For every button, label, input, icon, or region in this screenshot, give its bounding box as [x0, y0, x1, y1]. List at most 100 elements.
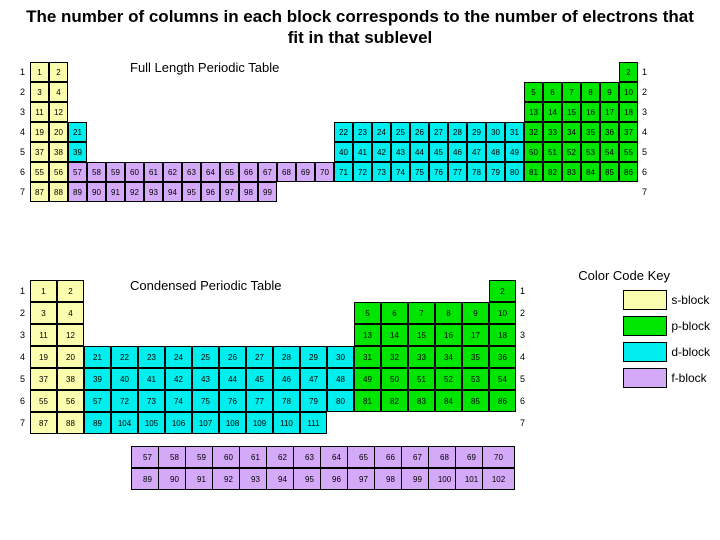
element-cell: 93 [144, 182, 163, 202]
element-cell: 51 [543, 142, 562, 162]
element-cell: 23 [138, 346, 165, 368]
element-cell: 6 [543, 82, 562, 102]
element-cell: 24 [372, 122, 391, 142]
element-cell: 80 [327, 390, 354, 412]
element-cell: 1 [30, 62, 49, 82]
row-label: 6 [20, 396, 25, 406]
row-label: 3 [20, 107, 25, 117]
element-cell: 79 [486, 162, 505, 182]
condensed-table-label: Condensed Periodic Table [130, 278, 282, 293]
element-cell: 86 [489, 390, 516, 412]
element-cell: 41 [138, 368, 165, 390]
row-label: 1 [20, 67, 25, 77]
element-cell: 76 [219, 390, 246, 412]
element-cell: 83 [408, 390, 435, 412]
legend-swatch [623, 316, 667, 336]
row-label: 1 [20, 286, 25, 296]
element-cell: 89 [84, 412, 111, 434]
element-cell: 50 [381, 368, 408, 390]
full-table-label: Full Length Periodic Table [130, 60, 279, 75]
element-cell: 66 [239, 162, 258, 182]
element-cell: 40 [334, 142, 353, 162]
element-cell: 105 [138, 412, 165, 434]
element-cell: 72 [111, 390, 138, 412]
element-cell: 16 [435, 324, 462, 346]
element-cell: 25 [391, 122, 410, 142]
element-cell: 74 [391, 162, 410, 182]
element-cell: 88 [49, 182, 68, 202]
element-cell: 56 [57, 390, 84, 412]
element-cell: 3 [30, 82, 49, 102]
element-cell: 19 [30, 346, 57, 368]
legend-row: p-block [623, 316, 710, 336]
element-cell: 25 [192, 346, 219, 368]
element-cell: 99 [258, 182, 277, 202]
element-cell: 70 [315, 162, 334, 182]
element-cell: 81 [354, 390, 381, 412]
element-cell: 53 [581, 142, 600, 162]
row-label: 2 [20, 87, 25, 97]
element-cell: 87 [30, 412, 57, 434]
element-cell: 6 [381, 302, 408, 324]
element-cell: 48 [327, 368, 354, 390]
element-cell: 82 [543, 162, 562, 182]
element-cell: 110 [273, 412, 300, 434]
element-cell: 84 [581, 162, 600, 182]
element-cell: 43 [192, 368, 219, 390]
element-cell: 91 [106, 182, 125, 202]
element-cell: 84 [435, 390, 462, 412]
element-cell: 10 [619, 82, 638, 102]
element-cell: 55 [30, 390, 57, 412]
legend-row: f-block [623, 368, 710, 388]
element-cell: 102 [482, 468, 515, 490]
element-cell: 95 [182, 182, 201, 202]
element-cell: 70 [482, 446, 515, 468]
legend-row: d-block [623, 342, 710, 362]
element-cell: 35 [581, 122, 600, 142]
element-cell: 64 [201, 162, 220, 182]
element-cell: 24 [165, 346, 192, 368]
element-cell: 106 [165, 412, 192, 434]
row-label: 6 [520, 396, 525, 406]
element-cell: 57 [84, 390, 111, 412]
element-cell: 17 [462, 324, 489, 346]
row-label: 2 [20, 308, 25, 318]
element-cell: 90 [87, 182, 106, 202]
element-cell: 35 [462, 346, 489, 368]
page-title: The number of columns in each block corr… [0, 0, 720, 59]
element-cell: 62 [163, 162, 182, 182]
row-label: 1 [642, 67, 647, 77]
element-cell: 37 [30, 368, 57, 390]
element-cell: 11 [30, 324, 57, 346]
element-cell: 96 [201, 182, 220, 202]
element-cell: 11 [30, 102, 49, 122]
element-cell: 33 [543, 122, 562, 142]
element-cell: 32 [381, 346, 408, 368]
element-cell: 9 [462, 302, 489, 324]
element-cell: 33 [408, 346, 435, 368]
legend-row: s-block [623, 290, 710, 310]
element-cell: 80 [505, 162, 524, 182]
row-label: 1 [520, 286, 525, 296]
element-cell: 108 [219, 412, 246, 434]
element-cell: 54 [600, 142, 619, 162]
element-cell: 28 [448, 122, 467, 142]
row-label: 4 [520, 352, 525, 362]
element-cell: 26 [410, 122, 429, 142]
element-cell: 13 [524, 102, 543, 122]
element-cell: 37 [30, 142, 49, 162]
element-cell: 20 [49, 122, 68, 142]
element-cell: 67 [258, 162, 277, 182]
element-cell: 42 [372, 142, 391, 162]
element-cell: 5 [354, 302, 381, 324]
element-cell: 44 [410, 142, 429, 162]
element-cell: 27 [429, 122, 448, 142]
element-cell: 39 [84, 368, 111, 390]
element-cell: 32 [524, 122, 543, 142]
element-cell: 4 [57, 302, 84, 324]
element-cell: 81 [524, 162, 543, 182]
element-cell: 54 [489, 368, 516, 390]
element-cell: 63 [182, 162, 201, 182]
legend-text: f-block [671, 371, 706, 385]
element-cell: 15 [562, 102, 581, 122]
